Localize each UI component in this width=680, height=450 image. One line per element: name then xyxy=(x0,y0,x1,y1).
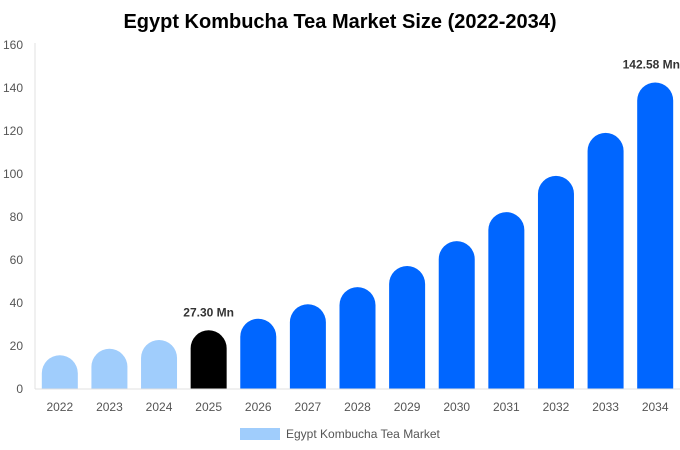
y-tick-label: 20 xyxy=(10,339,24,353)
y-tick-label: 100 xyxy=(3,167,23,181)
data-label-2025: 27.30 Mn xyxy=(183,305,234,319)
legend-label: Egypt Kombucha Tea Market xyxy=(286,427,441,441)
bars xyxy=(41,82,674,389)
x-tick-label: 2024 xyxy=(146,400,173,414)
bar-2032[interactable] xyxy=(537,175,574,389)
chart-title: Egypt Kombucha Tea Market Size (2022-203… xyxy=(123,11,556,33)
y-tick-label: 140 xyxy=(3,81,23,95)
x-tick-label: 2027 xyxy=(295,400,322,414)
x-tick-label: 2032 xyxy=(543,400,570,414)
y-axis: 0 20 40 60 80 100 120 140 160 xyxy=(3,38,36,396)
bar-2031[interactable] xyxy=(488,212,525,389)
bar-2022[interactable] xyxy=(41,355,78,389)
bar-2028[interactable] xyxy=(339,287,376,389)
x-tick-label: 2025 xyxy=(195,400,222,414)
legend-swatch xyxy=(240,428,280,440)
bar-2026[interactable] xyxy=(240,318,277,389)
bar-2025[interactable] xyxy=(190,330,227,389)
y-tick-label: 0 xyxy=(16,382,23,396)
y-tick-label: 80 xyxy=(10,210,24,224)
y-tick-label: 40 xyxy=(10,296,24,310)
x-tick-label: 2029 xyxy=(394,400,421,414)
y-tick-label: 160 xyxy=(3,38,23,52)
x-tick-label: 2023 xyxy=(96,400,123,414)
bar-2034[interactable] xyxy=(637,82,674,389)
y-tick-label: 120 xyxy=(3,124,23,138)
bar-2030[interactable] xyxy=(438,241,475,389)
x-tick-label: 2030 xyxy=(443,400,470,414)
bar-2023[interactable] xyxy=(91,348,128,389)
bar-2024[interactable] xyxy=(141,339,178,389)
x-tick-label: 2031 xyxy=(493,400,520,414)
x-tick-label: 2026 xyxy=(245,400,272,414)
x-tick-label: 2034 xyxy=(642,400,669,414)
legend[interactable]: Egypt Kombucha Tea Market xyxy=(240,427,441,441)
bar-2029[interactable] xyxy=(389,266,426,389)
x-tick-label: 2033 xyxy=(592,400,619,414)
x-tick-label: 2028 xyxy=(344,400,371,414)
bar-2027[interactable] xyxy=(289,304,326,389)
data-label-2034: 142.58 Mn xyxy=(623,57,680,71)
x-tick-label: 2022 xyxy=(46,400,73,414)
data-labels: 27.30 Mn 142.58 Mn xyxy=(183,57,680,319)
x-axis: 2022 2023 2024 2025 2026 2027 2028 2029 2030 2031… xyxy=(35,388,680,414)
y-tick-label: 60 xyxy=(10,253,24,267)
bar-2033[interactable] xyxy=(587,132,624,389)
